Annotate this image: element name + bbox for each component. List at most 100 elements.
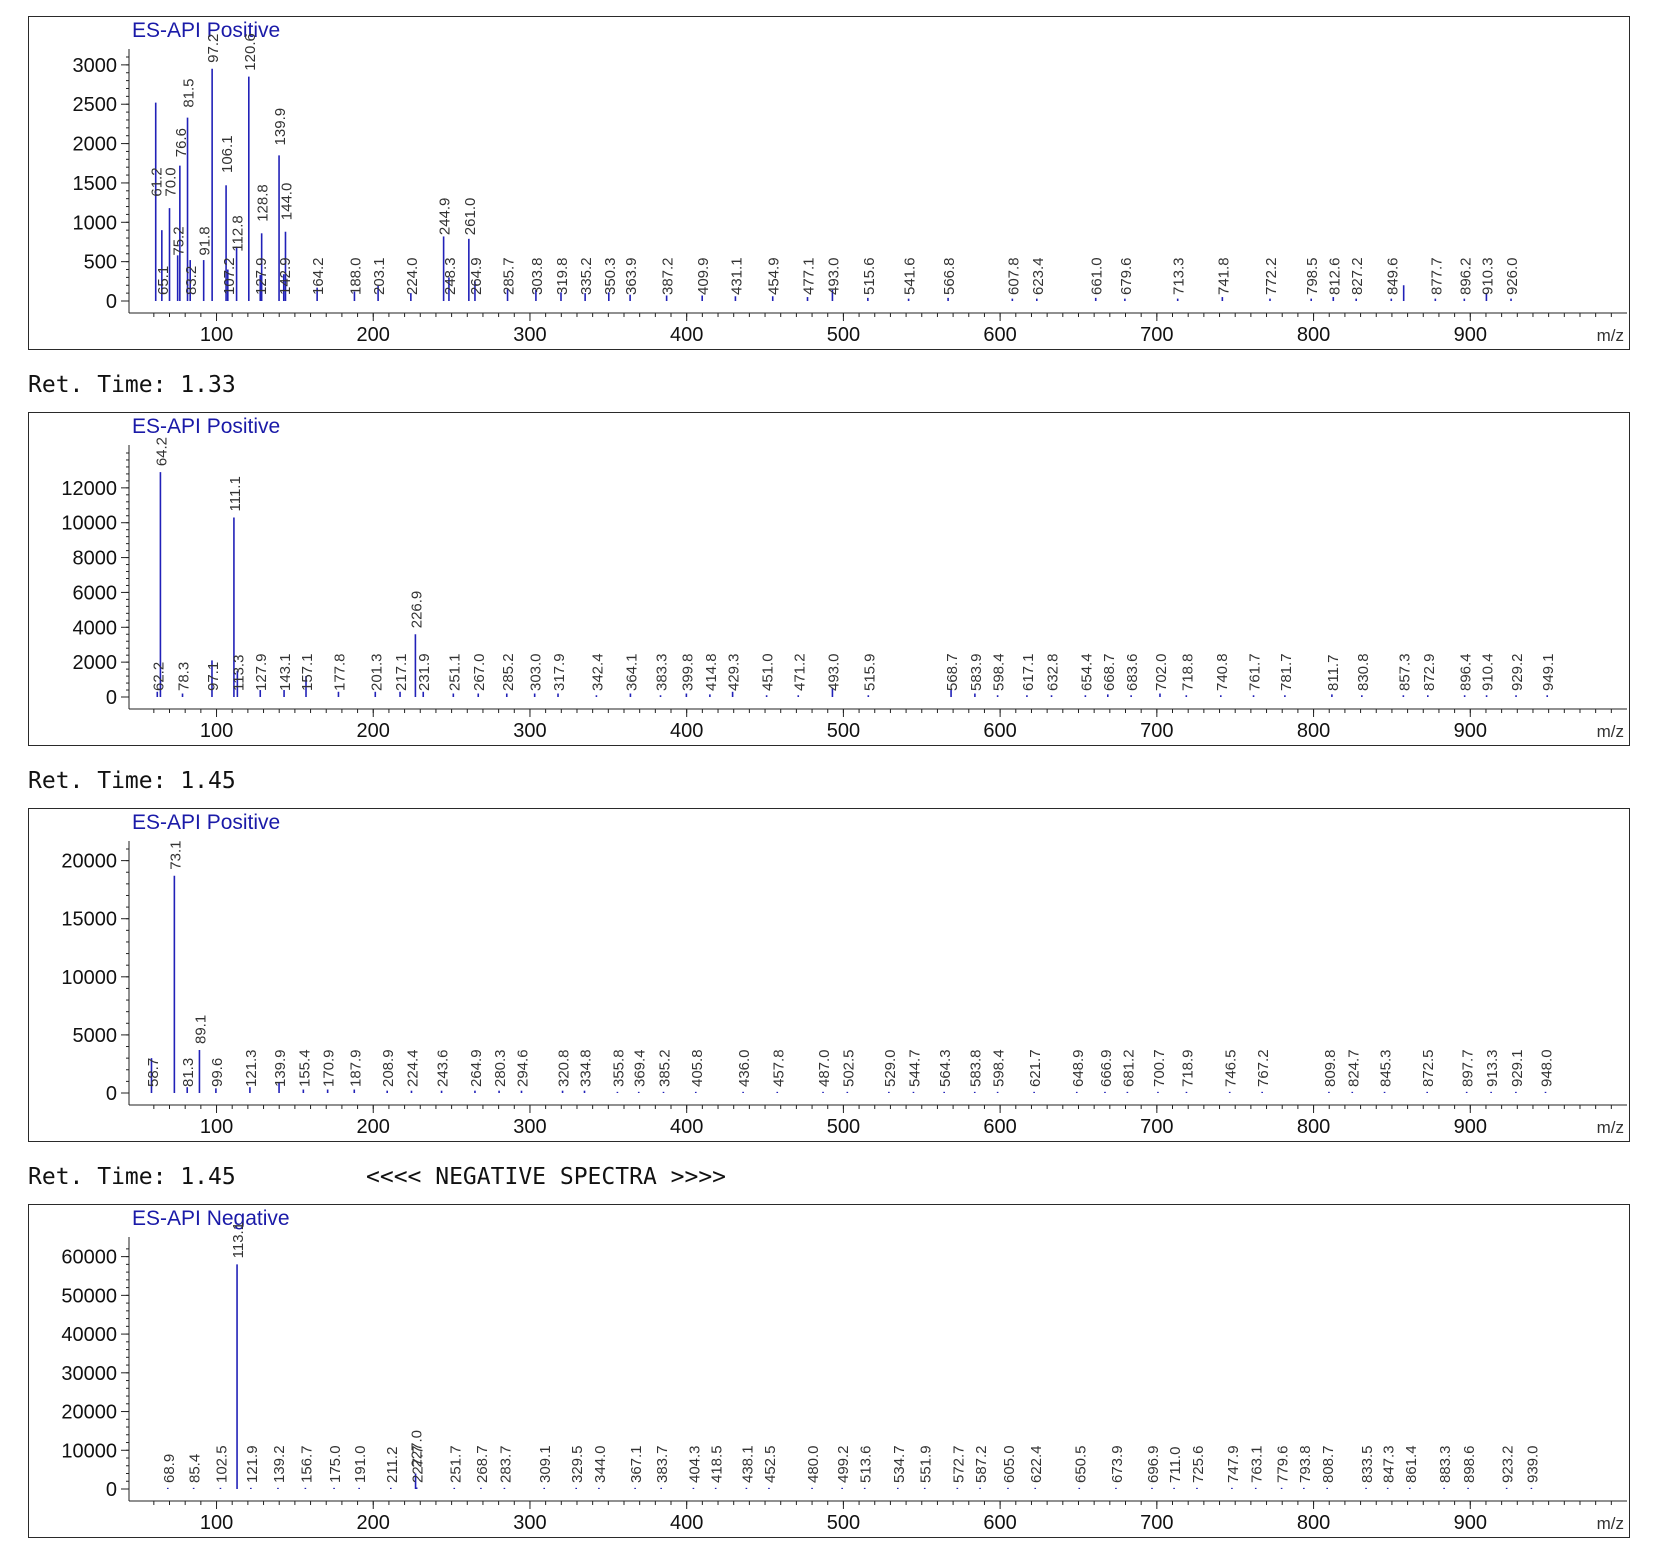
peak-label: 113.1 bbox=[230, 1222, 247, 1258]
peak-label: 244.9 bbox=[437, 198, 454, 236]
peak-label: 156.7 bbox=[298, 1445, 315, 1483]
spectrum-plot: 100 200 300 400 500 600 700 800 900 m/z 0 2000 4000 6… bbox=[61, 437, 1627, 742]
peak-label: 294.6 bbox=[515, 1049, 532, 1087]
peak-label: 383.7 bbox=[654, 1445, 671, 1483]
x-tick-label: 900 bbox=[1454, 720, 1487, 742]
peak-label: 861.4 bbox=[1403, 1445, 1420, 1483]
peak-label: 201.3 bbox=[368, 653, 385, 691]
peak-label: 65.1 bbox=[155, 266, 172, 295]
peak-label: 747.9 bbox=[1225, 1445, 1242, 1483]
peak-label: 121.9 bbox=[244, 1445, 261, 1483]
peak-label: 70.0 bbox=[163, 167, 180, 196]
peak-label: 487.0 bbox=[816, 1049, 833, 1087]
y-tick-label: 2000 bbox=[73, 652, 118, 674]
peak-label: 139.9 bbox=[272, 1049, 289, 1087]
spectrum-panel-3: ES-API Positive 100 200 300 400 500 600 700 800… bbox=[28, 808, 1630, 1142]
peak-label: 309.1 bbox=[537, 1445, 554, 1483]
peak-label: 164.2 bbox=[310, 257, 327, 295]
y-tick-label: 8000 bbox=[73, 548, 118, 570]
peak-label: 429.3 bbox=[726, 653, 743, 691]
peak-label: 648.9 bbox=[1070, 1049, 1087, 1087]
peak-label: 319.8 bbox=[554, 257, 571, 295]
peak-label: 280.3 bbox=[492, 1049, 509, 1087]
x-unit-label: m/z bbox=[1597, 326, 1624, 345]
peak-label: 438.1 bbox=[739, 1445, 756, 1483]
peak-label: 779.6 bbox=[1275, 1445, 1292, 1483]
peak-label: 598.4 bbox=[991, 1049, 1008, 1087]
peak-label: 89.1 bbox=[192, 1015, 209, 1044]
peak-label: 208.9 bbox=[380, 1049, 397, 1087]
peak-label: 224.0 bbox=[404, 257, 421, 295]
x-tick-label: 200 bbox=[357, 1512, 390, 1534]
x-tick-label: 600 bbox=[983, 1512, 1016, 1534]
peak-label: 910.4 bbox=[1480, 653, 1497, 691]
peak-label: 607.8 bbox=[1005, 257, 1022, 295]
peak-label: 76.6 bbox=[173, 128, 190, 157]
peak-label: 666.9 bbox=[1098, 1049, 1115, 1087]
peak-label: 73.1 bbox=[167, 841, 184, 870]
peak-label: 811.7 bbox=[1325, 655, 1342, 691]
peak-label: 267.0 bbox=[471, 653, 488, 691]
y-tick-label: 0 bbox=[106, 1083, 117, 1105]
peak-label: 598.4 bbox=[991, 653, 1008, 691]
peak-label: 342.4 bbox=[589, 653, 606, 691]
peak-label: 317.9 bbox=[551, 653, 568, 691]
peak-label: 431.1 bbox=[728, 257, 745, 295]
peak-label: 683.6 bbox=[1124, 653, 1141, 691]
peak-label: 175.0 bbox=[327, 1445, 344, 1483]
peak-label: 725.6 bbox=[1190, 1445, 1207, 1483]
peak-label: 157.1 bbox=[299, 653, 316, 691]
peak-label: 62.2 bbox=[150, 662, 167, 691]
peak-label: 812.6 bbox=[1326, 257, 1343, 295]
peak-label: 58.7 bbox=[145, 1058, 162, 1087]
peak-label: 883.3 bbox=[1437, 1445, 1454, 1483]
mode-label: ES-API Negative bbox=[132, 1207, 290, 1230]
retention-time-label: Ret. Time: 1.45 bbox=[28, 768, 236, 794]
peak-label: 877.7 bbox=[1428, 257, 1445, 295]
x-tick-label: 100 bbox=[200, 324, 233, 346]
peak-label: 513.6 bbox=[858, 1445, 875, 1483]
peak-label: 499.2 bbox=[835, 1445, 852, 1483]
peak-label: 913.3 bbox=[1484, 1049, 1501, 1087]
spectrum-panel-1: ES-API Positive 100 200 300 400 500 600 700 800… bbox=[28, 16, 1630, 350]
y-tick-label: 0 bbox=[106, 1479, 117, 1501]
spectrum-plot: 100 200 300 400 500 600 700 800 900 m/z 0 10000 2000… bbox=[61, 1222, 1627, 1534]
peak-label: 572.7 bbox=[950, 1445, 967, 1483]
mode-label: ES-API Positive bbox=[132, 19, 281, 42]
peak-label: 231.9 bbox=[416, 653, 433, 691]
peak-label: 948.0 bbox=[1539, 1049, 1556, 1087]
x-unit-label: m/z bbox=[1597, 722, 1624, 741]
peak-label: 81.5 bbox=[181, 78, 198, 107]
peak-label: 170.9 bbox=[321, 1049, 338, 1087]
peak-label: 335.2 bbox=[578, 257, 595, 295]
peak-label: 139.2 bbox=[271, 1445, 288, 1483]
peak-label: 793.8 bbox=[1297, 1445, 1314, 1483]
peak-label: 102.5 bbox=[213, 1445, 230, 1483]
peak-label: 713.3 bbox=[1171, 257, 1188, 295]
peak-label: 97.2 bbox=[205, 34, 222, 63]
x-tick-label: 300 bbox=[513, 1512, 546, 1534]
peak-label: 97.1 bbox=[205, 662, 222, 691]
x-tick-label: 600 bbox=[983, 720, 1016, 742]
x-tick-label: 300 bbox=[513, 1116, 546, 1138]
peak-label: 68.9 bbox=[161, 1454, 178, 1483]
peak-label: 849.6 bbox=[1384, 257, 1401, 295]
spectrum-panel-2: ES-API Positive 100 200 300 400 500 600 700 800… bbox=[28, 412, 1630, 746]
peak-label: 303.0 bbox=[528, 653, 545, 691]
peak-label: 355.8 bbox=[610, 1049, 627, 1087]
peak-label: 217.1 bbox=[393, 653, 410, 691]
peak-label: 383.3 bbox=[654, 653, 671, 691]
x-unit-label: m/z bbox=[1597, 1118, 1624, 1137]
peak-label: 83.2 bbox=[183, 266, 200, 295]
peak-label: 897.7 bbox=[1460, 1049, 1477, 1087]
x-tick-label: 100 bbox=[200, 1116, 233, 1138]
peak-label: 668.7 bbox=[1101, 653, 1118, 691]
peak-label: 696.9 bbox=[1145, 1445, 1162, 1483]
peak-label: 587.2 bbox=[973, 1445, 990, 1483]
y-tick-label: 5000 bbox=[73, 1025, 118, 1047]
peak-label: 910.3 bbox=[1479, 257, 1496, 295]
peak-label: 781.7 bbox=[1278, 653, 1295, 691]
spectrum-panel-4: ES-API Negative 100 200 300 400 500 600 700 800… bbox=[28, 1204, 1630, 1538]
x-tick-label: 500 bbox=[827, 324, 860, 346]
peak-label: 650.5 bbox=[1072, 1445, 1089, 1483]
